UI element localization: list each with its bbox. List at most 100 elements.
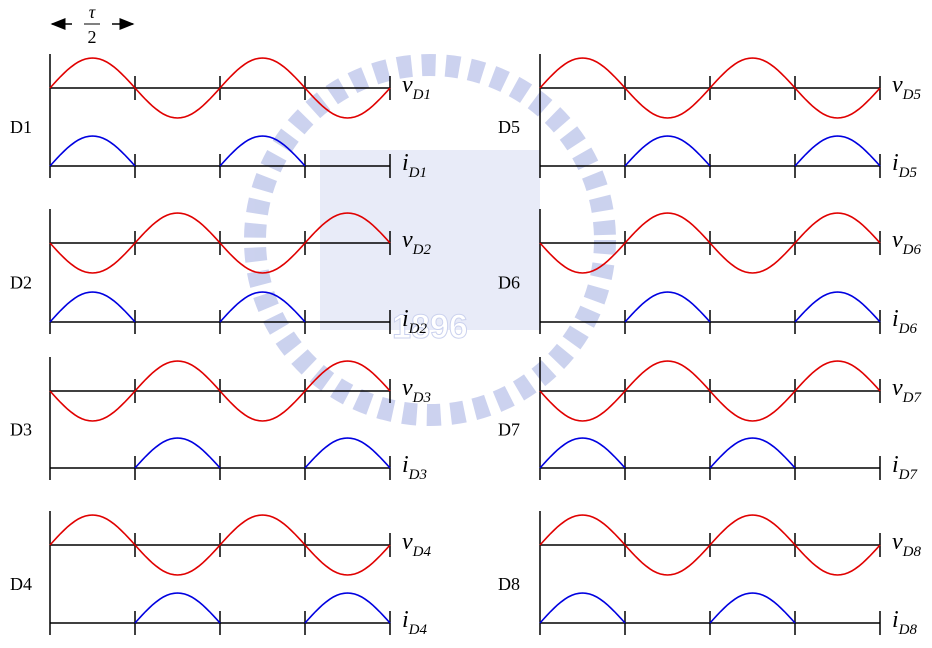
diagram: 1896 τ 2 D1vD1iD1D2vD2iD2D3vD3iD3D4vD4iD… bbox=[0, 0, 932, 648]
current-wave bbox=[50, 292, 135, 322]
current-label-subscript: D3 bbox=[408, 467, 427, 483]
watermark-emblem bbox=[320, 150, 540, 330]
voltage-label-symbol: v bbox=[892, 375, 903, 401]
voltage-wave bbox=[625, 361, 710, 391]
voltage-wave bbox=[220, 58, 305, 88]
panel: D6vD6iD6 bbox=[498, 209, 921, 337]
voltage-label: vD3 bbox=[402, 375, 431, 406]
voltage-wave bbox=[625, 213, 710, 243]
current-label-symbol: i bbox=[892, 452, 899, 478]
current-label-subscript: D2 bbox=[408, 321, 428, 337]
voltage-wave bbox=[795, 545, 880, 575]
voltage-label: vD7 bbox=[892, 375, 922, 406]
current-label-subscript: D4 bbox=[408, 622, 428, 638]
tau: τ bbox=[89, 2, 96, 22]
current-label: iD7 bbox=[892, 452, 919, 483]
current-wave bbox=[50, 136, 135, 166]
voltage-label-subscript: D2 bbox=[412, 242, 432, 258]
voltage-wave bbox=[135, 213, 220, 243]
current-wave bbox=[625, 292, 710, 322]
current-label: iD6 bbox=[892, 306, 918, 337]
voltage-label: vD4 bbox=[402, 529, 431, 560]
current-label: iD4 bbox=[402, 607, 428, 638]
voltage-label-symbol: v bbox=[402, 72, 413, 98]
diode-label: D8 bbox=[498, 574, 520, 594]
voltage-wave bbox=[135, 88, 220, 118]
current-wave bbox=[305, 438, 390, 468]
voltage-label-subscript: D6 bbox=[902, 242, 922, 258]
current-wave bbox=[540, 593, 625, 623]
current-label-symbol: i bbox=[892, 607, 899, 633]
voltage-wave bbox=[305, 545, 390, 575]
half-period-marker: τ 2 bbox=[52, 2, 133, 47]
diode-label: D5 bbox=[498, 117, 520, 137]
current-wave bbox=[540, 438, 625, 468]
voltage-label-symbol: v bbox=[892, 72, 903, 98]
current-label-subscript: D5 bbox=[898, 165, 918, 181]
voltage-wave bbox=[710, 391, 795, 421]
voltage-wave bbox=[135, 361, 220, 391]
current-label-symbol: i bbox=[402, 150, 409, 176]
voltage-wave bbox=[710, 243, 795, 273]
voltage-label: vD6 bbox=[892, 227, 921, 258]
current-label: iD5 bbox=[892, 150, 918, 181]
voltage-label-subscript: D5 bbox=[902, 87, 922, 103]
current-label-symbol: i bbox=[402, 452, 409, 478]
voltage-wave bbox=[625, 545, 710, 575]
current-label-symbol: i bbox=[402, 306, 409, 332]
voltage-wave bbox=[710, 515, 795, 545]
voltage-wave bbox=[50, 391, 135, 421]
voltage-wave bbox=[135, 545, 220, 575]
voltage-wave bbox=[710, 58, 795, 88]
diode-label: D3 bbox=[10, 420, 32, 440]
diode-label: D4 bbox=[10, 574, 32, 594]
voltage-wave bbox=[625, 88, 710, 118]
voltage-label: vD8 bbox=[892, 529, 921, 560]
voltage-label-subscript: D4 bbox=[412, 544, 432, 560]
voltage-wave bbox=[50, 58, 135, 88]
voltage-wave bbox=[540, 515, 625, 545]
voltage-wave bbox=[795, 88, 880, 118]
current-label-symbol: i bbox=[402, 607, 409, 633]
current-label-symbol: i bbox=[892, 150, 899, 176]
current-label-subscript: D7 bbox=[898, 467, 919, 483]
voltage-wave bbox=[795, 213, 880, 243]
voltage-label-symbol: v bbox=[892, 529, 903, 555]
voltage-wave bbox=[220, 515, 305, 545]
voltage-wave bbox=[220, 391, 305, 421]
voltage-wave bbox=[50, 515, 135, 545]
voltage-wave bbox=[540, 58, 625, 88]
voltage-label: vD1 bbox=[402, 72, 431, 103]
voltage-label: vD5 bbox=[892, 72, 921, 103]
voltage-label-symbol: v bbox=[402, 375, 413, 401]
current-wave bbox=[710, 593, 795, 623]
current-wave bbox=[305, 593, 390, 623]
diode-label: D1 bbox=[10, 117, 32, 137]
current-wave bbox=[135, 593, 220, 623]
diode-label: D2 bbox=[10, 273, 32, 293]
two: 2 bbox=[88, 27, 97, 47]
current-label-symbol: i bbox=[892, 306, 899, 332]
voltage-wave bbox=[50, 243, 135, 273]
current-label: iD8 bbox=[892, 607, 918, 638]
voltage-label-subscript: D1 bbox=[412, 87, 431, 103]
current-wave bbox=[795, 292, 880, 322]
voltage-label-symbol: v bbox=[402, 529, 413, 555]
diode-label: D7 bbox=[498, 420, 520, 440]
current-label-subscript: D6 bbox=[898, 321, 918, 337]
diode-label: D6 bbox=[498, 273, 520, 293]
current-wave bbox=[795, 136, 880, 166]
voltage-wave bbox=[795, 361, 880, 391]
current-label-subscript: D8 bbox=[898, 622, 918, 638]
voltage-label-subscript: D3 bbox=[412, 390, 431, 406]
current-wave bbox=[625, 136, 710, 166]
current-label: iD3 bbox=[402, 452, 427, 483]
current-label-subscript: D1 bbox=[408, 165, 427, 181]
current-wave bbox=[710, 438, 795, 468]
voltage-wave bbox=[540, 391, 625, 421]
voltage-label-symbol: v bbox=[892, 227, 903, 253]
